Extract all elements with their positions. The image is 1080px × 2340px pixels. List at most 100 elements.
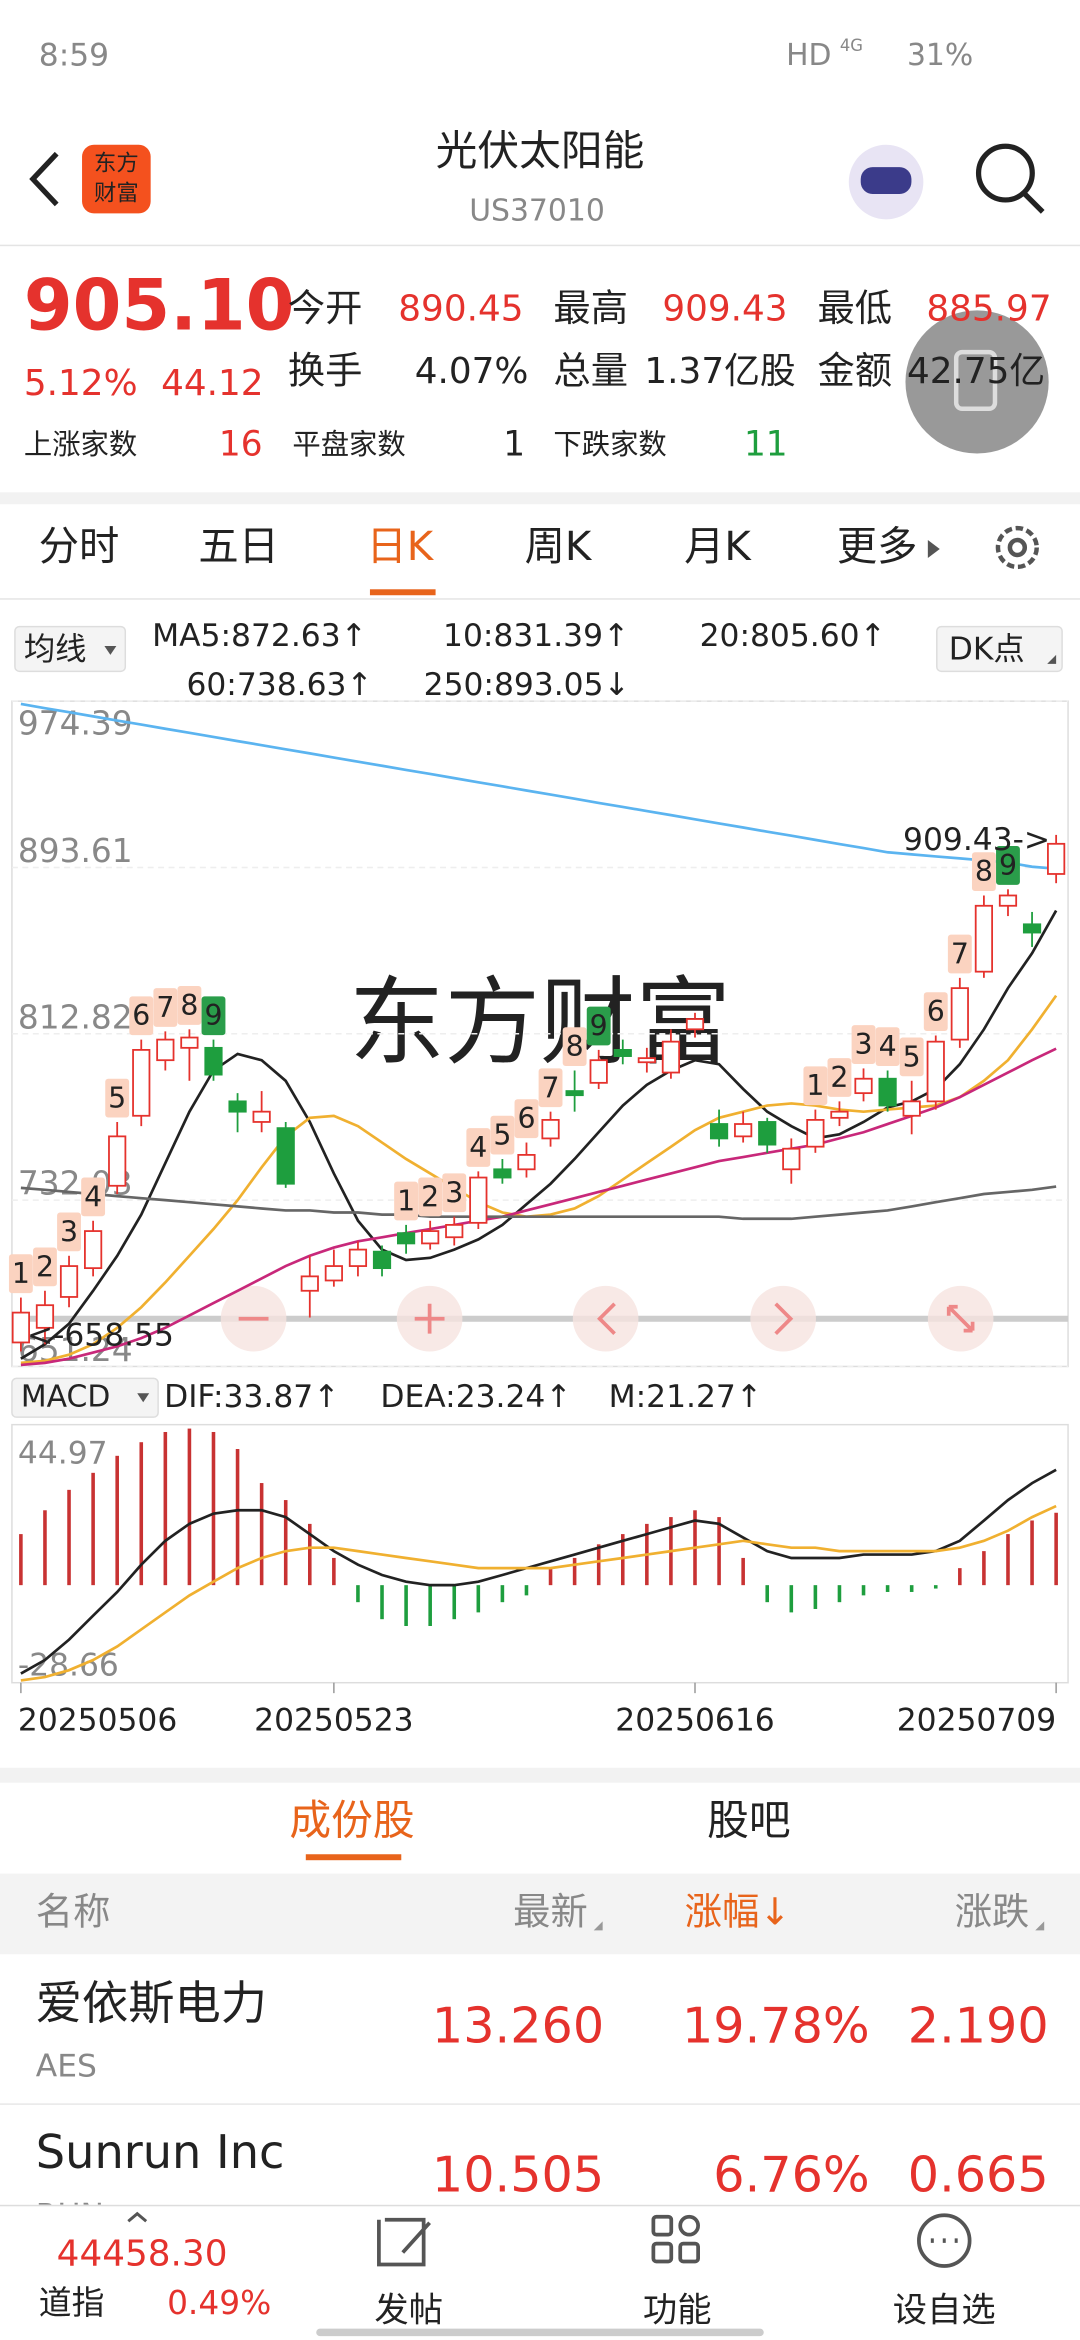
td-count: 6 xyxy=(927,995,945,1028)
candle-body xyxy=(324,1265,343,1282)
table-row[interactable]: 爱依斯电力 AES 13.260 19.78% 2.190 xyxy=(36,1976,1049,2085)
float-button[interactable] xyxy=(905,310,1049,454)
bottom-button[interactable]: 设自选 xyxy=(893,2291,996,2331)
high-label: 909.43-> xyxy=(903,822,1050,858)
code: US37010 xyxy=(469,193,605,228)
stock-value: 10.505 xyxy=(432,2145,604,2203)
td-box xyxy=(201,996,226,1036)
column-header: 名称 xyxy=(36,1889,111,1933)
td-count: 9 xyxy=(590,1010,608,1043)
column-header[interactable]: 最新 xyxy=(513,1889,588,1933)
stock-value: 6.76% xyxy=(713,2145,869,2203)
list-tab[interactable]: 股吧 xyxy=(707,1795,791,1844)
list-tab[interactable]: 成份股 xyxy=(289,1795,414,1844)
change: 44.12 xyxy=(161,363,263,404)
avatar-visor xyxy=(860,167,912,194)
dk-button[interactable] xyxy=(936,625,1063,673)
x-tick-label: 20250709 xyxy=(897,1702,1056,1738)
search-handle xyxy=(1022,192,1045,214)
td-count: 7 xyxy=(542,1071,560,1104)
macd-bar xyxy=(139,1442,144,1586)
td-count: 2 xyxy=(36,1250,54,1283)
y-tick-label: 893.61 xyxy=(18,832,133,870)
tab[interactable]: 更多 xyxy=(837,524,918,570)
td-count: 9 xyxy=(204,999,222,1032)
td-count: 5 xyxy=(903,1040,921,1073)
legend-entry: DEA:23.24↑ xyxy=(380,1379,571,1415)
dropdown-arrow xyxy=(104,645,117,655)
td-count: 6 xyxy=(517,1102,535,1135)
field-value: 885.97 xyxy=(926,288,1051,329)
settings-button[interactable] xyxy=(995,525,1039,570)
bottom-bar xyxy=(0,2204,1080,2340)
td-box xyxy=(514,1099,539,1139)
macd-menu[interactable] xyxy=(11,1377,159,1418)
field-label: 最高 xyxy=(553,286,628,330)
tab[interactable]: 月K xyxy=(684,524,752,570)
legend-entry: 60:738.63↑ xyxy=(186,667,372,703)
bottom-divider xyxy=(0,2204,1080,2207)
tab[interactable]: 分时 xyxy=(39,524,120,570)
field-value: 1.37亿股 xyxy=(644,351,795,392)
tab[interactable]: 五日 xyxy=(198,524,279,570)
column-header[interactable]: 涨幅↓ xyxy=(685,1889,791,1933)
bottom-button[interactable]: 发帖 xyxy=(374,2291,443,2331)
low-label: <-658.55 xyxy=(27,1317,174,1353)
macd-bar xyxy=(885,1585,890,1592)
ma-menu-label: 均线 xyxy=(24,631,87,667)
candle-body xyxy=(589,1059,608,1084)
bottom-button[interactable]: 功能 xyxy=(643,2291,712,2331)
td-box xyxy=(562,1027,587,1067)
macd-bar xyxy=(211,1431,216,1586)
legend-entry: 250:893.05↓ xyxy=(424,667,630,703)
candle-body xyxy=(541,1119,560,1140)
macd-bar xyxy=(404,1585,408,1626)
td-count: 3 xyxy=(60,1215,78,1248)
macd-bar xyxy=(308,1523,312,1586)
macd-line xyxy=(20,1468,1057,1675)
candle-body xyxy=(132,1049,151,1117)
back-button[interactable] xyxy=(29,151,59,207)
td-box xyxy=(875,1027,900,1067)
index-change: 0.49% xyxy=(167,2284,271,2322)
index-value: 44458.30 xyxy=(57,2234,228,2275)
tab[interactable]: 周K xyxy=(525,524,593,570)
td-box xyxy=(490,1115,515,1155)
candle-body xyxy=(228,1100,247,1113)
zoom-control[interactable] xyxy=(572,1285,639,1352)
search-button[interactable] xyxy=(975,143,1035,203)
td-count: 5 xyxy=(108,1082,126,1115)
candle-body xyxy=(926,1040,945,1103)
zoom-control[interactable] xyxy=(750,1285,816,1352)
macd-bar xyxy=(572,1557,577,1586)
ma-menu[interactable] xyxy=(14,625,127,673)
td-count: 5 xyxy=(493,1119,511,1152)
func-icon xyxy=(651,2241,674,2264)
macd-bar xyxy=(933,1585,938,1589)
ma-line xyxy=(20,1185,1057,1221)
td-box xyxy=(899,1037,924,1077)
legend-entry: DIF:33.87↑ xyxy=(164,1379,339,1415)
td-box xyxy=(803,1066,828,1106)
td-count: 1 xyxy=(397,1185,415,1218)
table-row[interactable]: Sunrun Inc RUN 10.505 6.76% 0.665 xyxy=(36,2125,1049,2234)
status-signal: 4G xyxy=(840,36,863,55)
macd-bar xyxy=(1030,1520,1034,1586)
home-indicator xyxy=(316,2328,764,2337)
macd-bar xyxy=(187,1428,192,1586)
stock-code: RUN xyxy=(36,2198,104,2234)
logo-text: 财富 xyxy=(94,180,139,206)
td-box xyxy=(538,1068,563,1108)
candle-body xyxy=(493,1168,512,1179)
column-header[interactable]: 涨跌 xyxy=(955,1889,1030,1933)
td-count: 9 xyxy=(999,849,1017,882)
tab[interactable]: 日K xyxy=(366,524,434,570)
macd-bar xyxy=(789,1585,794,1613)
ma-line xyxy=(20,1047,1057,1367)
logo-text: 东方 xyxy=(94,151,139,177)
x-tick-label: 20250506 xyxy=(18,1702,177,1738)
macd-bar xyxy=(452,1585,457,1620)
float-icon xyxy=(953,349,998,412)
macd-bar xyxy=(620,1534,625,1586)
td-count: 8 xyxy=(180,989,198,1022)
